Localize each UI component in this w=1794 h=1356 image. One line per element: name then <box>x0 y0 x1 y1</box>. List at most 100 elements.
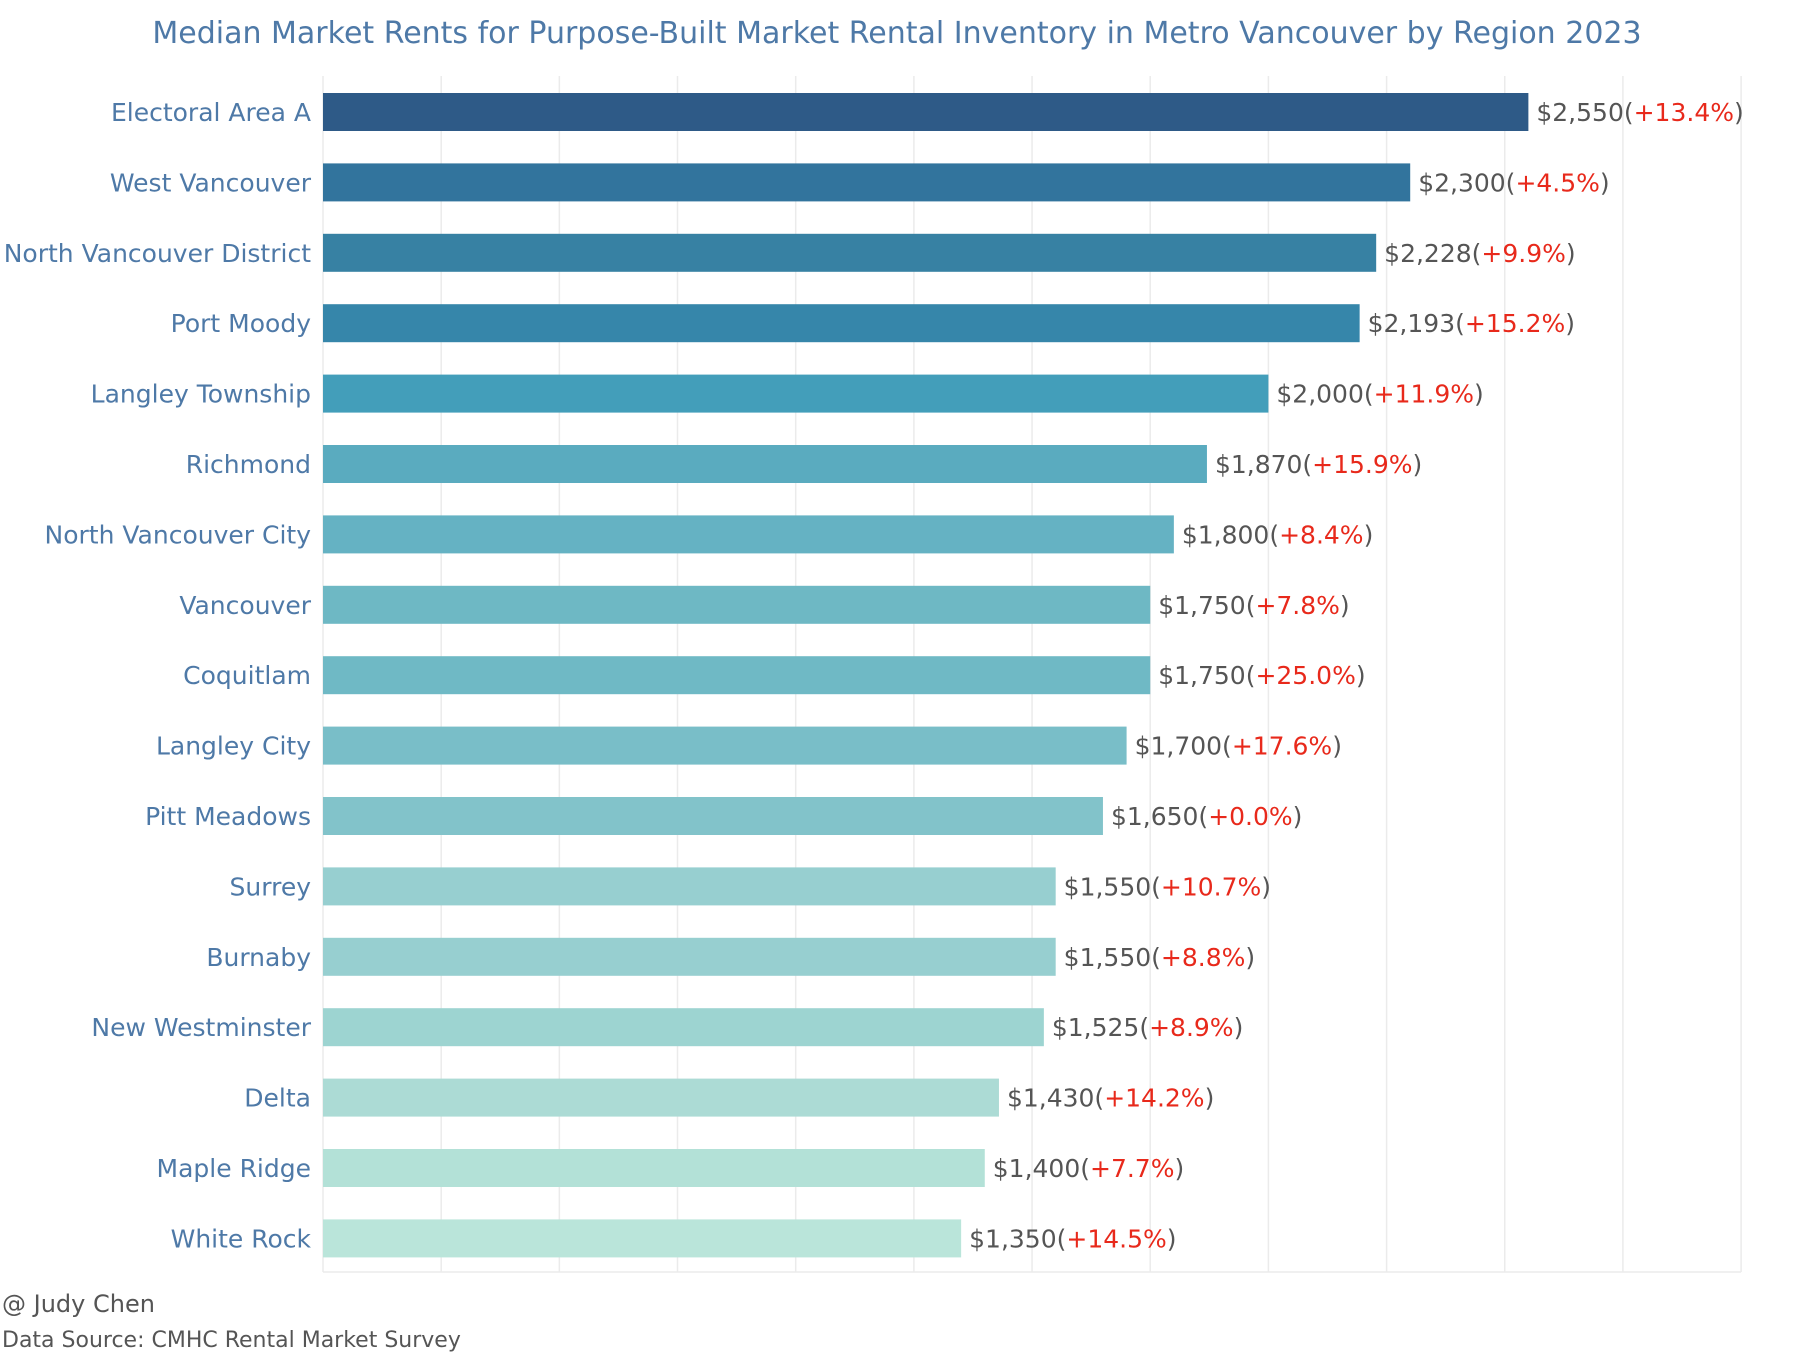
value-label: $1,400( <box>993 1154 1090 1183</box>
change-label: +7.8% <box>1255 591 1339 620</box>
data-label: $2,228(+9.9%) <box>1384 239 1575 268</box>
value-label: $2,300( <box>1418 168 1515 197</box>
data-label: $1,800(+8.4%) <box>1182 520 1373 549</box>
value-label: $1,350( <box>969 1224 1066 1253</box>
value-label: $2,000( <box>1276 380 1373 409</box>
bar <box>323 1149 985 1187</box>
value-label-close: ) <box>1332 732 1342 761</box>
change-label: +8.9% <box>1149 1013 1233 1042</box>
category-label: Richmond <box>186 450 311 479</box>
bar <box>323 1219 962 1258</box>
chart-title: Median Market Rents for Purpose-Built Ma… <box>152 16 1642 51</box>
value-label: $1,800( <box>1182 520 1279 549</box>
bar <box>323 797 1103 835</box>
category-label: Pitt Meadows <box>145 802 311 831</box>
change-label: +4.5% <box>1515 168 1599 197</box>
value-label: $1,525( <box>1052 1013 1149 1042</box>
value-label-close: ) <box>1174 1154 1184 1183</box>
value-label-close: ) <box>1474 380 1484 409</box>
value-label: $1,750( <box>1158 591 1255 620</box>
change-label: +15.2% <box>1465 309 1565 338</box>
category-label: Langley Township <box>91 380 311 409</box>
change-label: +13.4% <box>1634 98 1734 127</box>
change-label: +14.2% <box>1104 1084 1204 1113</box>
category-label: Burnaby <box>206 943 311 972</box>
value-label-close: ) <box>1293 802 1303 831</box>
change-label: +10.7% <box>1161 872 1261 901</box>
data-label: $1,700(+17.6%) <box>1135 732 1342 761</box>
labels: Electoral Area A $2,550(+13.4%) West Vanco… <box>4 98 1744 1253</box>
bar <box>323 867 1056 906</box>
value-label-close: ) <box>1340 591 1350 620</box>
data-label: $1,525(+8.9%) <box>1052 1013 1243 1042</box>
data-label: $1,550(+10.7%) <box>1064 872 1271 901</box>
category-label: Coquitlam <box>183 661 311 690</box>
change-label: +14.5% <box>1066 1224 1166 1253</box>
bar <box>323 163 1411 202</box>
value-label: $1,550( <box>1064 943 1161 972</box>
value-label: $2,228( <box>1384 239 1481 268</box>
change-label: +17.6% <box>1232 732 1332 761</box>
change-label: +25.0% <box>1255 661 1355 690</box>
bar <box>323 445 1207 483</box>
bar <box>323 93 1529 131</box>
category-label: Electoral Area A <box>111 98 311 127</box>
data-label: $2,300(+4.5%) <box>1418 168 1609 197</box>
bar <box>323 374 1269 413</box>
data-label: $1,750(+7.8%) <box>1158 591 1349 620</box>
bar <box>323 1078 999 1117</box>
data-label: $1,870(+15.9%) <box>1215 450 1422 479</box>
bar <box>323 515 1174 554</box>
value-label-close: ) <box>1234 1013 1244 1042</box>
change-label: +11.9% <box>1374 380 1474 409</box>
change-label: +8.4% <box>1279 520 1363 549</box>
data-source-note: Data Source: CMHC Rental Market Survey <box>2 1328 461 1353</box>
value-label: $1,650( <box>1111 802 1208 831</box>
data-label: $1,750(+25.0%) <box>1158 661 1365 690</box>
category-label: North Vancouver City <box>45 520 312 549</box>
value-label: $1,870( <box>1215 450 1312 479</box>
bar <box>323 585 1151 624</box>
category-label: Delta <box>244 1084 311 1113</box>
data-label: $1,430(+14.2%) <box>1007 1084 1214 1113</box>
category-label: North Vancouver District <box>4 239 311 268</box>
category-label: New Westminster <box>91 1013 311 1042</box>
data-label: $1,550(+8.8%) <box>1064 943 1255 972</box>
category-label: Port Moody <box>171 309 312 338</box>
data-label: $2,000(+11.9%) <box>1276 380 1483 409</box>
data-label: $1,650(+0.0%) <box>1111 802 1302 831</box>
value-label-close: ) <box>1565 309 1575 338</box>
change-label: +15.9% <box>1312 450 1412 479</box>
value-label-close: ) <box>1245 943 1255 972</box>
bar <box>323 937 1056 976</box>
value-label-close: ) <box>1356 661 1366 690</box>
category-label: Surrey <box>230 872 312 901</box>
value-label-close: ) <box>1566 239 1576 268</box>
author-credit: @ Judy Chen <box>2 1290 155 1318</box>
value-label-close: ) <box>1364 520 1374 549</box>
bar <box>323 304 1360 343</box>
bar <box>323 1008 1044 1047</box>
value-label-close: ) <box>1413 450 1423 479</box>
value-label: $2,193( <box>1368 309 1465 338</box>
bar <box>323 726 1127 765</box>
category-label: Langley City <box>156 732 311 761</box>
category-label: Maple Ridge <box>157 1154 311 1183</box>
data-label: $1,350(+14.5%) <box>969 1224 1176 1253</box>
bars <box>323 93 1529 1258</box>
data-label: $2,550(+13.4%) <box>1536 98 1743 127</box>
bar <box>323 233 1377 272</box>
category-label: White Rock <box>171 1224 312 1253</box>
change-label: +7.7% <box>1090 1154 1174 1183</box>
category-label: Vancouver <box>179 591 311 620</box>
change-label: +9.9% <box>1481 239 1565 268</box>
value-label: $1,750( <box>1158 661 1255 690</box>
value-label: $2,550( <box>1536 98 1633 127</box>
data-label: $1,400(+7.7%) <box>993 1154 1184 1183</box>
data-label: $2,193(+15.2%) <box>1368 309 1575 338</box>
value-label-close: ) <box>1167 1224 1177 1253</box>
change-label: +8.8% <box>1161 943 1245 972</box>
category-label: West Vancouver <box>110 168 312 197</box>
value-label-close: ) <box>1600 168 1610 197</box>
